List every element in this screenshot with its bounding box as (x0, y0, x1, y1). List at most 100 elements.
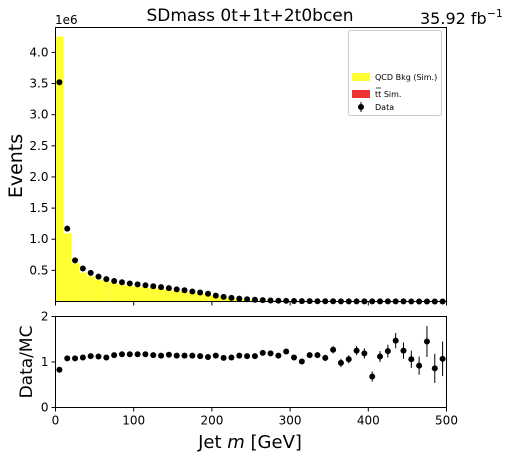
legend-qcd-swatch (352, 73, 370, 81)
ratio-y-axis-ticks: 0 1 2 (41, 310, 56, 415)
ratio-point (134, 351, 141, 358)
data-point (79, 265, 86, 272)
data-point (204, 290, 211, 297)
ratio-point (306, 352, 313, 359)
ratio-point (369, 373, 376, 380)
data-point (95, 273, 102, 280)
ratio-plot-frame (55, 316, 447, 408)
ratio-point (244, 353, 251, 360)
qcd-bar (211, 296, 220, 302)
ratio-point (408, 356, 415, 363)
qcd-bar (164, 289, 173, 302)
legend-ttbar-rest: Sim. (381, 90, 401, 99)
x-axis-label-text: Jet (197, 432, 227, 453)
y-multiplier: 1e6 (55, 13, 78, 27)
qcd-bar (157, 288, 165, 302)
data-point (134, 281, 141, 288)
x-axis-label: Jet m [GeV] (197, 432, 302, 453)
legend-frame (348, 30, 442, 116)
ratio-point (103, 354, 110, 361)
data-point (150, 283, 157, 290)
qcd-bar (78, 272, 87, 302)
x-tick-label: 500 (435, 414, 458, 428)
qcd-bar (172, 290, 181, 302)
data-point (236, 295, 243, 302)
ratio-point (220, 354, 227, 361)
ratio-point (353, 347, 360, 354)
legend-ttbar-main: tt (375, 90, 381, 99)
y-tick-label: 0.5 (29, 263, 48, 277)
x-tick-label: 200 (200, 414, 223, 428)
y-tick-label: 1.0 (29, 232, 48, 246)
legend-data-marker (358, 104, 364, 110)
ratio-x-axis-ticks: 0 100 200 300 400 500 (52, 407, 458, 428)
ratio-point (291, 354, 298, 361)
ratio-point (423, 338, 430, 345)
data-point (111, 277, 118, 284)
y-axis-label: Events (5, 134, 27, 198)
data-point (72, 257, 79, 264)
y-tick-label: 3.0 (29, 108, 48, 122)
data-point (64, 225, 71, 232)
ratio-point (111, 352, 118, 359)
ratio-point (197, 353, 204, 360)
ratio-point (165, 351, 172, 358)
ratio-points (56, 326, 446, 383)
ratio-point (126, 351, 133, 358)
ratio-point (212, 352, 219, 359)
ratio-point (259, 349, 266, 356)
legend-ttbar-swatch (352, 90, 370, 98)
y-tick-label: 1.5 (29, 201, 48, 215)
y-tick-label: 3.5 (29, 77, 48, 91)
legend-data-label: Data (375, 103, 394, 112)
qcd-bar (204, 294, 212, 302)
ratio-point (377, 353, 384, 360)
qcd-bar (55, 36, 64, 302)
ratio-point (322, 354, 329, 361)
qcd-bar (196, 293, 205, 302)
qcd-bar (141, 287, 150, 302)
ratio-point (181, 352, 188, 359)
ratio-point (87, 353, 94, 360)
y-tick-label: 4.0 (29, 45, 48, 59)
y-tick-label: 2.5 (29, 139, 48, 153)
chart-title: SDmass 0t+1t+2t0bcen (146, 6, 353, 26)
main-panel: 0.5 1.0 1.5 2.0 2.5 3.0 3.5 4.0 Events (5, 27, 447, 306)
data-point (275, 297, 282, 304)
ratio-point (251, 353, 258, 360)
qcd-bar (102, 281, 111, 302)
y-tick-label: 2.0 (29, 170, 48, 184)
ratio-point (95, 353, 102, 360)
ratio-point (267, 350, 274, 357)
data-point (87, 269, 94, 276)
ratio-point (400, 347, 407, 354)
data-point (56, 79, 63, 86)
data-point (118, 279, 125, 286)
legend-qcd-label: QCD Bkg (Sim.) (375, 73, 437, 82)
qcd-bar (86, 276, 95, 302)
data-point (220, 293, 227, 300)
qcd-bar (180, 291, 189, 302)
x-tick-label: 300 (279, 414, 302, 428)
data-point (103, 276, 110, 283)
lumi-value: 35.92 fb (420, 9, 487, 28)
data-point (142, 282, 149, 289)
ratio-point (392, 337, 399, 344)
qcd-bar (125, 285, 134, 302)
data-point (189, 288, 196, 295)
lumi-label: 35.92 fb−1 (420, 7, 503, 28)
ratio-point (228, 354, 235, 361)
ratio-point (204, 353, 211, 360)
ratio-point (150, 352, 157, 359)
ratio-point (431, 365, 438, 372)
ratio-point (416, 362, 423, 369)
ratio-y-tick-label: 2 (41, 310, 49, 324)
main-plot-frame (55, 27, 447, 302)
qcd-bar (110, 283, 119, 302)
histogram-bars (55, 36, 447, 302)
qcd-bar (149, 288, 158, 302)
data-point (165, 285, 172, 292)
ratio-point (298, 358, 305, 365)
ratio-point (118, 351, 125, 358)
x-axis-label-unit: [GeV] (245, 432, 302, 453)
